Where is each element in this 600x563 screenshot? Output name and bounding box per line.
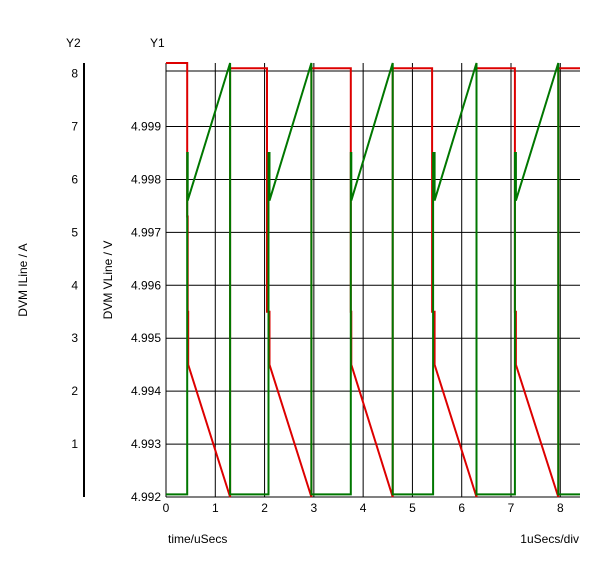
x-tick-label: 4: [360, 501, 367, 515]
y2-header: Y2: [66, 36, 81, 50]
plot-area: [166, 62, 580, 498]
y1-tick-label: 4.994: [131, 384, 161, 398]
y2-axis-label: DVM ILine / A: [16, 243, 30, 316]
x-tick-label: 5: [409, 501, 416, 515]
y1-tick-label: 4.997: [131, 225, 161, 239]
y2-tick-label: 4: [71, 278, 78, 292]
y2-tick-label: 3: [71, 331, 78, 345]
x-tick-label: 1: [212, 501, 219, 515]
y2-tick-label: 1: [71, 437, 78, 451]
y1-tick-label: 4.992: [131, 490, 161, 504]
y2-tick-label: 7: [71, 120, 78, 134]
y2-tick-label: 5: [71, 225, 78, 239]
y1-tick-labels: 4.992 4.993 4.994 4.995 4.996 4.997 4.998 4.999: [131, 120, 161, 504]
y1-tick-label: 4.998: [131, 172, 161, 186]
y1-tick-label: 4.996: [131, 278, 161, 292]
y1-tick-label: 4.995: [131, 331, 161, 345]
x-tick-label: 6: [458, 501, 465, 515]
y1-tick-label: 4.999: [131, 120, 161, 134]
y2-tick-labels: 1 2 3 4 5 6 7 8: [71, 67, 78, 451]
y1-tick-label: 4.993: [131, 437, 161, 451]
x-tick-label: 8: [557, 501, 564, 515]
x-scale-note: 1uSecs/div: [520, 532, 579, 546]
y1-axis-label: DVM VLine / V: [101, 241, 115, 320]
x-tick-label: 3: [311, 501, 318, 515]
x-axis-label: time/uSecs: [168, 532, 227, 546]
x-tick-label: 7: [508, 501, 515, 515]
y2-tick-label: 2: [71, 384, 78, 398]
x-tick-label: 2: [261, 501, 268, 515]
x-tick-label: 0: [163, 501, 170, 515]
y1-header: Y1: [150, 36, 165, 50]
y2-tick-label: 8: [71, 67, 78, 81]
y2-tick-label: 6: [71, 172, 78, 186]
x-tick-labels: 0 1 2 3 4 5 6 7 8: [163, 501, 564, 515]
series-line-y2: [166, 62, 580, 496]
